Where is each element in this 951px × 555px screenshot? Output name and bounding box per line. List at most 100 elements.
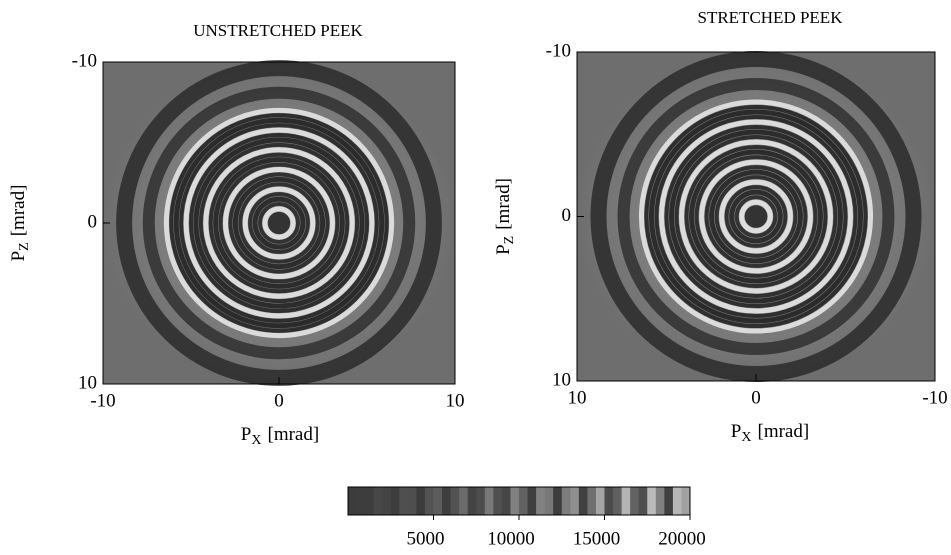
ring [179, 123, 379, 323]
colorbar-stripe [519, 487, 529, 515]
ring [638, 99, 874, 334]
colorbar-stripe [638, 487, 648, 515]
ring [724, 185, 788, 248]
ring [744, 205, 768, 228]
x-tick-label: 10 [446, 390, 465, 411]
colorbar-stripe [424, 487, 434, 515]
colorbar-stripe [450, 487, 460, 515]
colorbar-stripe [459, 487, 469, 515]
x-axis-label-subscript: X [741, 430, 751, 445]
colorbar-stripe [476, 487, 486, 515]
ring [674, 135, 838, 298]
x-tick-label: 10 [568, 387, 587, 408]
ring [203, 147, 355, 299]
ring [232, 176, 326, 270]
colorbar-stripe [484, 487, 494, 515]
colorbar-stripe [536, 487, 546, 515]
ring [699, 159, 813, 274]
ring [648, 109, 864, 324]
colorbar-stripe [561, 487, 571, 515]
colorbar-stripe [647, 487, 657, 515]
ring-center [271, 215, 287, 231]
colorbar-stripe [544, 487, 554, 515]
colorbar-stripe [527, 487, 537, 515]
y-axis-label: PZ [mrad] [8, 185, 32, 262]
x-tick-label: 0 [274, 390, 284, 411]
ring [169, 113, 389, 333]
ring [228, 172, 330, 274]
ring [658, 119, 854, 314]
colorbar-stripe [348, 487, 358, 515]
ring [719, 179, 793, 254]
x-axis-label: PX [mrad] [731, 421, 809, 445]
colorbar-stripe [433, 487, 443, 515]
y-axis-label-symbol: P [8, 251, 29, 262]
colorbar-stripe [407, 487, 417, 515]
ring [654, 114, 858, 319]
y-axis-label-subscript: Z [502, 236, 517, 245]
chart-title: STRETCHED PEEK [698, 8, 844, 27]
ring [189, 133, 369, 313]
ring [714, 175, 798, 258]
colorbar-tick-label: 10000 [487, 528, 535, 549]
colorbar-stripe [493, 487, 503, 515]
ring [213, 157, 345, 289]
colorbar-stripe [510, 487, 520, 515]
ring [242, 186, 316, 260]
ring [173, 117, 385, 329]
colorbar-stripe [587, 487, 597, 515]
ring [644, 104, 868, 329]
colorbar-stripe [604, 487, 614, 515]
colorbar-stripe [613, 487, 623, 515]
colorbar-stripe [664, 487, 674, 515]
colorbar-tick-label: 15000 [573, 528, 621, 549]
ring [709, 169, 803, 264]
y-tick-label: 10 [552, 369, 571, 390]
y-axis-label-symbol: P [493, 244, 514, 255]
ring [617, 78, 895, 355]
x-tick-label: 0 [751, 387, 761, 408]
x-axis-label-unit: [mrad] [268, 424, 320, 445]
ring [218, 162, 340, 284]
x-tick-label: -10 [922, 387, 947, 408]
ring-center [748, 208, 764, 225]
colorbar-stripe [390, 487, 400, 515]
colorbar-stripe [578, 487, 588, 515]
colorbar-tick-label: 20000 [658, 528, 706, 549]
ring [729, 189, 783, 244]
ring [198, 142, 360, 304]
colorbar [347, 486, 691, 516]
colorbar-stripe [621, 487, 631, 515]
colorbar-stripe [399, 487, 409, 515]
ring [267, 211, 291, 235]
chart-title: UNSTRETCHED PEEK [193, 21, 363, 40]
ring [142, 86, 416, 360]
y-tick-label: 10 [78, 372, 97, 393]
ring [208, 152, 350, 294]
ring [734, 195, 778, 238]
ring [262, 206, 296, 240]
ring [193, 137, 365, 309]
y-axis-label-subscript: Z [17, 242, 32, 251]
y-tick-label: -10 [72, 50, 97, 71]
ring [739, 199, 773, 234]
colorbar-stripe [570, 487, 580, 515]
y-axis-label: PZ [mrad] [493, 178, 517, 255]
ring [238, 182, 320, 264]
x-tick-label: -10 [90, 390, 115, 411]
colorbar-stripe [681, 487, 691, 515]
ring [684, 145, 828, 288]
x-axis-label: PX [mrad] [241, 424, 319, 448]
ring [257, 201, 301, 245]
ring [163, 107, 395, 339]
ring [689, 149, 823, 284]
colorbar-stripe [630, 487, 640, 515]
colorbar-stripe [416, 487, 426, 515]
ring [664, 125, 848, 308]
ring [222, 166, 336, 280]
y-axis-label-unit: [mrad] [493, 178, 514, 230]
y-axis-label-unit: [mrad] [8, 185, 29, 237]
ring [252, 196, 306, 250]
y-tick-label: 0 [88, 211, 98, 232]
x-axis-label-unit: [mrad] [758, 421, 810, 442]
